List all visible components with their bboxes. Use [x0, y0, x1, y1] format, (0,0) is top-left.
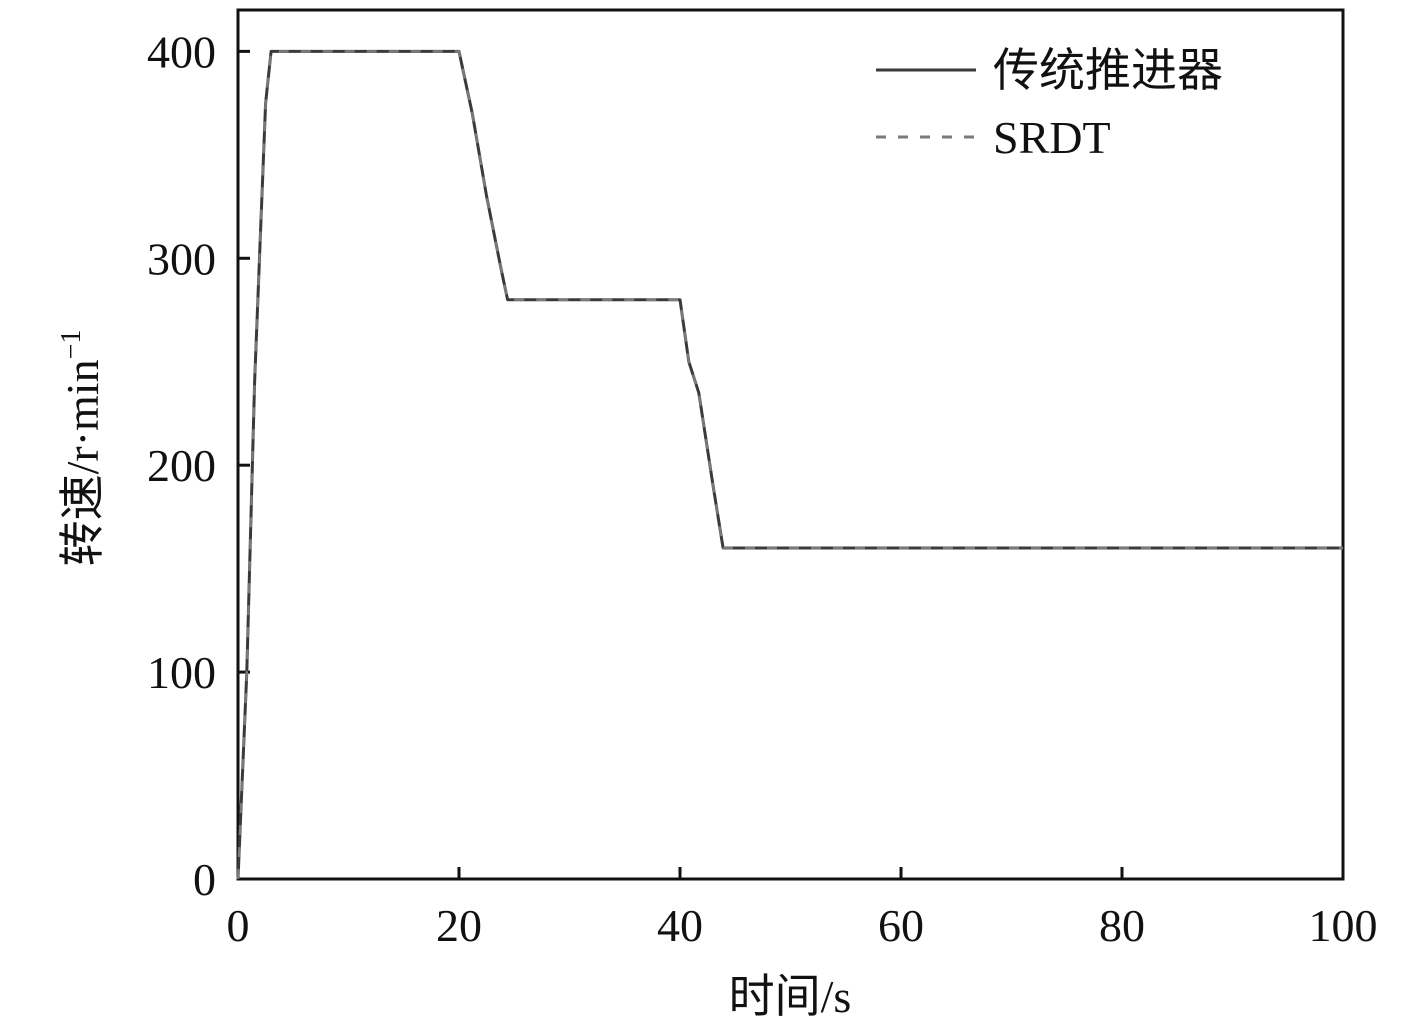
x-tick-label: 20 [436, 900, 482, 951]
series-line-srdt [236, 50, 1343, 880]
x-tick-label: 80 [1099, 900, 1145, 951]
x-tick-label: 100 [1309, 900, 1378, 951]
y-axis-label-superscript: −1 [56, 330, 87, 360]
y-tick-label: 0 [193, 854, 216, 905]
y-tick-label: 100 [147, 647, 216, 698]
legend-label-srdt: SRDT [993, 112, 1111, 163]
y-axis-label-base: 转速/r·min [57, 359, 108, 566]
legend-label-conventional: 传统推进器 [993, 45, 1223, 96]
x-tick-label: 40 [657, 900, 703, 951]
series-layer [236, 49, 1343, 880]
series-line-conventional [236, 49, 1343, 880]
axes-layer: 0 20 40 60 80 100 0 100 200 300 400 [147, 8, 1378, 951]
axis-labels: 时间/s 转速/r·min−1 [56, 330, 851, 1022]
x-tick-label: 0 [227, 900, 250, 951]
x-tick-label: 60 [878, 900, 924, 951]
legend: 传统推进器 SRDT [876, 45, 1223, 163]
y-tick-label: 300 [147, 233, 216, 284]
plot-frame [236, 8, 1345, 881]
y-axis-label: 转速/r·min−1 [56, 330, 108, 567]
y-tick-label: 200 [147, 440, 216, 491]
y-tick-label: 400 [147, 26, 216, 77]
x-axis-label: 时间/s [729, 971, 852, 1022]
